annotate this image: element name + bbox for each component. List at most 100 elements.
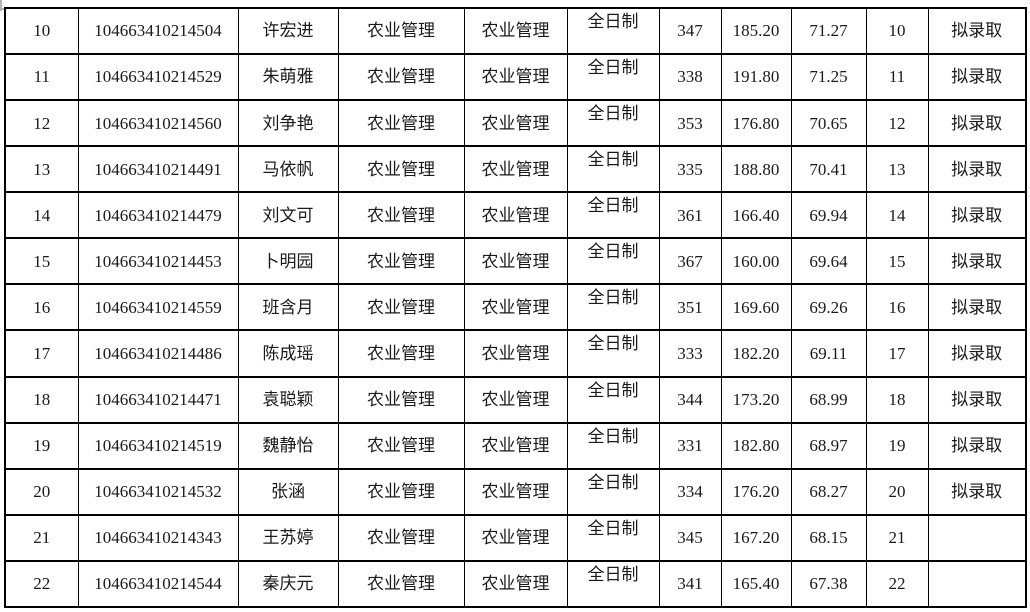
major-cell: 农业管理: [337, 421, 465, 470]
admission-status-cell: 拟录取: [927, 145, 1027, 194]
major-cell: 农业管理: [337, 467, 465, 516]
major-cell: 农业管理: [337, 191, 465, 240]
research-direction-cell: 农业管理: [463, 283, 568, 332]
table-row: 16 104663410214559 班含月 农业管理 农业管理 全日制 351 169.60…: [4, 283, 1027, 332]
candidate-name-cell: 王苏婷: [237, 513, 339, 562]
candidate-id-cell: 104663410214491: [77, 145, 239, 194]
candidate-name-cell: 许宏进: [237, 6, 339, 56]
window-edge-artifact: [0, 8, 6, 10]
study-mode-cell: 全日制: [566, 283, 660, 332]
rank-cell: 21: [865, 513, 929, 562]
candidate-id-cell: 104663410214532: [77, 467, 239, 516]
major-cell: 农业管理: [337, 513, 465, 562]
table-row: 18 104663410214471 袁聪颖 农业管理 农业管理 全日制 344 173.20…: [4, 375, 1027, 424]
rank-cell: 14: [865, 191, 929, 240]
study-mode-cell: 全日制: [566, 145, 660, 194]
initial-score-cell: 344: [658, 375, 722, 424]
major-cell: 农业管理: [337, 99, 465, 148]
row-number-cell: 13: [4, 145, 79, 194]
total-score-cell: 68.97: [790, 421, 867, 470]
initial-score-cell: 341: [658, 559, 722, 609]
admission-status-cell: 拟录取: [927, 467, 1027, 516]
rank-cell: 22: [865, 559, 929, 609]
row-number-cell: 20: [4, 467, 79, 516]
candidate-name-cell: 马依帆: [237, 145, 339, 194]
research-direction-cell: 农业管理: [463, 6, 568, 56]
admission-status-cell: [927, 513, 1027, 562]
candidate-name-cell: 卜明园: [237, 237, 339, 286]
retest-score-cell: 173.20: [720, 375, 792, 424]
initial-score-cell: 347: [658, 6, 722, 56]
candidate-id-cell: 104663410214559: [77, 283, 239, 332]
row-number-cell: 14: [4, 191, 79, 240]
retest-score-cell: 167.20: [720, 513, 792, 562]
candidate-id-cell: 104663410214519: [77, 421, 239, 470]
initial-score-cell: 353: [658, 99, 722, 148]
admission-status-cell: 拟录取: [927, 421, 1027, 470]
research-direction-cell: 农业管理: [463, 375, 568, 424]
rank-cell: 12: [865, 99, 929, 148]
candidate-id-cell: 104663410214471: [77, 375, 239, 424]
admission-status-cell: 拟录取: [927, 6, 1027, 56]
initial-score-cell: 333: [658, 329, 722, 378]
major-cell: 农业管理: [337, 329, 465, 378]
table-row: 20 104663410214532 张涵 农业管理 农业管理 全日制 334 176.20 6…: [4, 467, 1027, 516]
study-mode-cell: 全日制: [566, 6, 660, 56]
initial-score-cell: 345: [658, 513, 722, 562]
table-row: 14 104663410214479 刘文可 农业管理 农业管理 全日制 361 166.40…: [4, 191, 1027, 240]
candidate-name-cell: 秦庆元: [237, 559, 339, 609]
retest-score-cell: 182.80: [720, 421, 792, 470]
total-score-cell: 69.11: [790, 329, 867, 378]
candidate-id-cell: 104663410214529: [77, 53, 239, 102]
total-score-cell: 68.15: [790, 513, 867, 562]
study-mode-cell: 全日制: [566, 467, 660, 516]
initial-score-cell: 334: [658, 467, 722, 516]
admission-results-table: 10 104663410214504 许宏进 农业管理 农业管理 全日制 347 185.20…: [4, 6, 1027, 609]
research-direction-cell: 农业管理: [463, 421, 568, 470]
research-direction-cell: 农业管理: [463, 53, 568, 102]
initial-score-cell: 338: [658, 53, 722, 102]
retest-score-cell: 191.80: [720, 53, 792, 102]
admission-status-cell: 拟录取: [927, 283, 1027, 332]
total-score-cell: 68.27: [790, 467, 867, 516]
retest-score-cell: 165.40: [720, 559, 792, 609]
initial-score-cell: 367: [658, 237, 722, 286]
total-score-cell: 69.94: [790, 191, 867, 240]
study-mode-cell: 全日制: [566, 421, 660, 470]
rank-cell: 20: [865, 467, 929, 516]
row-number-cell: 18: [4, 375, 79, 424]
table-row: 21 104663410214343 王苏婷 农业管理 农业管理 全日制 345 167.20…: [4, 513, 1027, 562]
initial-score-cell: 331: [658, 421, 722, 470]
row-number-cell: 16: [4, 283, 79, 332]
research-direction-cell: 农业管理: [463, 237, 568, 286]
row-number-cell: 21: [4, 513, 79, 562]
candidate-name-cell: 张涵: [237, 467, 339, 516]
research-direction-cell: 农业管理: [463, 559, 568, 609]
total-score-cell: 71.27: [790, 6, 867, 56]
candidate-id-cell: 104663410214504: [77, 6, 239, 56]
study-mode-cell: 全日制: [566, 559, 660, 609]
candidate-name-cell: 陈成瑶: [237, 329, 339, 378]
row-number-cell: 19: [4, 421, 79, 470]
row-number-cell: 15: [4, 237, 79, 286]
row-number-cell: 11: [4, 53, 79, 102]
window-edge-artifact: [0, 0, 2, 11]
candidate-name-cell: 朱萌雅: [237, 53, 339, 102]
candidate-name-cell: 班含月: [237, 283, 339, 332]
candidate-id-cell: 104663410214560: [77, 99, 239, 148]
retest-score-cell: 166.40: [720, 191, 792, 240]
candidate-id-cell: 104663410214544: [77, 559, 239, 609]
rank-cell: 19: [865, 421, 929, 470]
candidate-name-cell: 袁聪颖: [237, 375, 339, 424]
total-score-cell: 67.38: [790, 559, 867, 609]
major-cell: 农业管理: [337, 559, 465, 609]
retest-score-cell: 185.20: [720, 6, 792, 56]
major-cell: 农业管理: [337, 237, 465, 286]
rank-cell: 17: [865, 329, 929, 378]
retest-score-cell: 188.80: [720, 145, 792, 194]
major-cell: 农业管理: [337, 375, 465, 424]
row-number-cell: 10: [4, 6, 79, 56]
rank-cell: 13: [865, 145, 929, 194]
study-mode-cell: 全日制: [566, 191, 660, 240]
